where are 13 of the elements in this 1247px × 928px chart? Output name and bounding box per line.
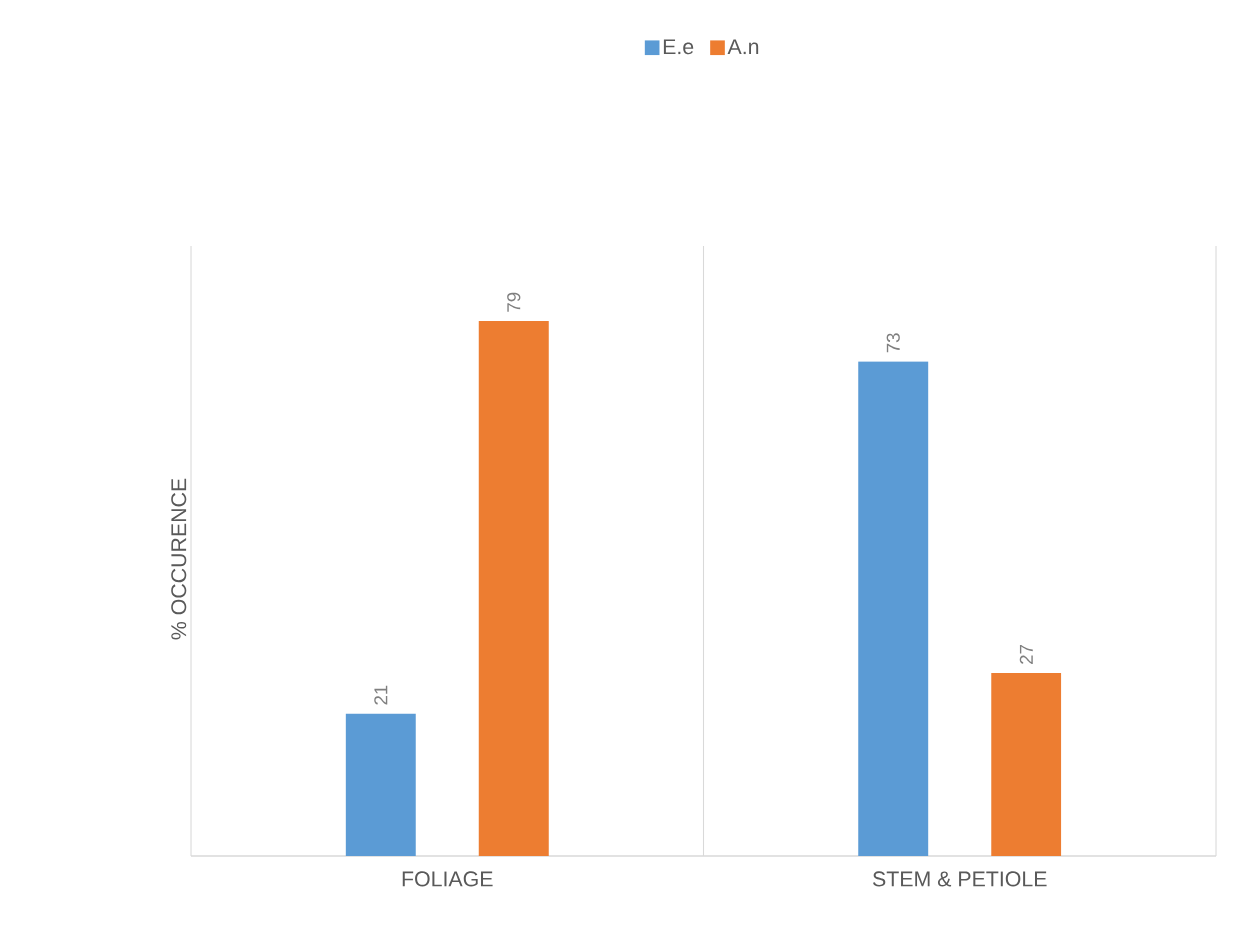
data-label: 27: [1019, 645, 1033, 664]
data-label: 21: [374, 685, 388, 705]
y-axis-title: % OCCURENCE: [171, 478, 187, 640]
x-tick-label: STEM & PETIOLE: [872, 871, 1047, 887]
bar: [991, 673, 1062, 856]
data-label: 79: [507, 292, 521, 312]
bar: [345, 713, 416, 856]
x-tick-label: FOLIAGE: [402, 871, 493, 887]
legend-label: E.e: [663, 39, 694, 55]
legend-label: A.n: [727, 39, 759, 55]
bar: [858, 361, 929, 856]
bar: [478, 320, 549, 856]
data-label: 73: [886, 333, 900, 353]
